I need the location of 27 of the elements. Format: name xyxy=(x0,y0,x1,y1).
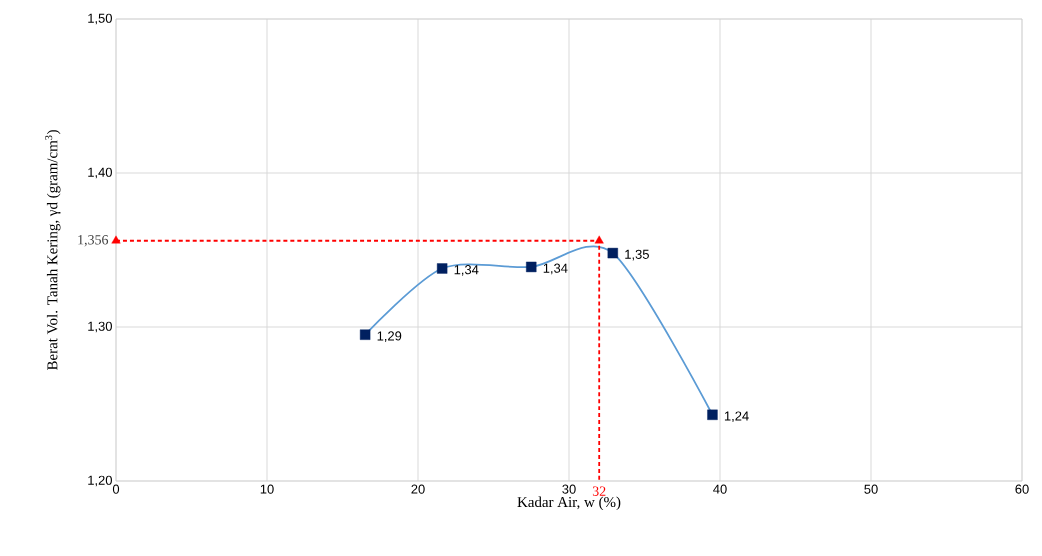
x-tick-label: 50 xyxy=(864,484,878,494)
data-label: 1,34 xyxy=(454,265,479,276)
point xyxy=(111,235,121,244)
x-tick-label: 10 xyxy=(260,484,274,494)
x-axis-title: Kadar Air, w (%) xyxy=(517,496,621,511)
x-tick-label: 0 xyxy=(112,484,120,494)
y-tick-label: 1,40 xyxy=(88,167,112,179)
annotation: 1,356 xyxy=(78,235,109,247)
y-tick-label: 1,20 xyxy=(88,475,112,487)
point xyxy=(436,263,448,274)
x-tick-label: 40 xyxy=(713,484,727,494)
x-tick-label: 20 xyxy=(411,484,425,494)
annotation: 32 xyxy=(592,486,606,496)
data-label: 1,34 xyxy=(543,263,568,275)
y-axis-title: Berat Vol. Tanah Kering, γd (gram/cm$^{3}$) xyxy=(45,130,61,371)
point xyxy=(607,247,618,259)
y-tick-label: 1,50 xyxy=(88,13,112,25)
data-label: 1,35 xyxy=(625,249,649,261)
point xyxy=(359,329,371,340)
x-tick-label: 30 xyxy=(562,484,576,494)
x-tick-label: 60 xyxy=(1015,484,1029,494)
point xyxy=(594,235,604,244)
point xyxy=(707,409,718,420)
data-label: 1,24 xyxy=(724,411,749,423)
y-tick-label: 1,30 xyxy=(88,321,112,333)
data-label: 1,29 xyxy=(377,331,402,343)
point xyxy=(526,261,537,273)
